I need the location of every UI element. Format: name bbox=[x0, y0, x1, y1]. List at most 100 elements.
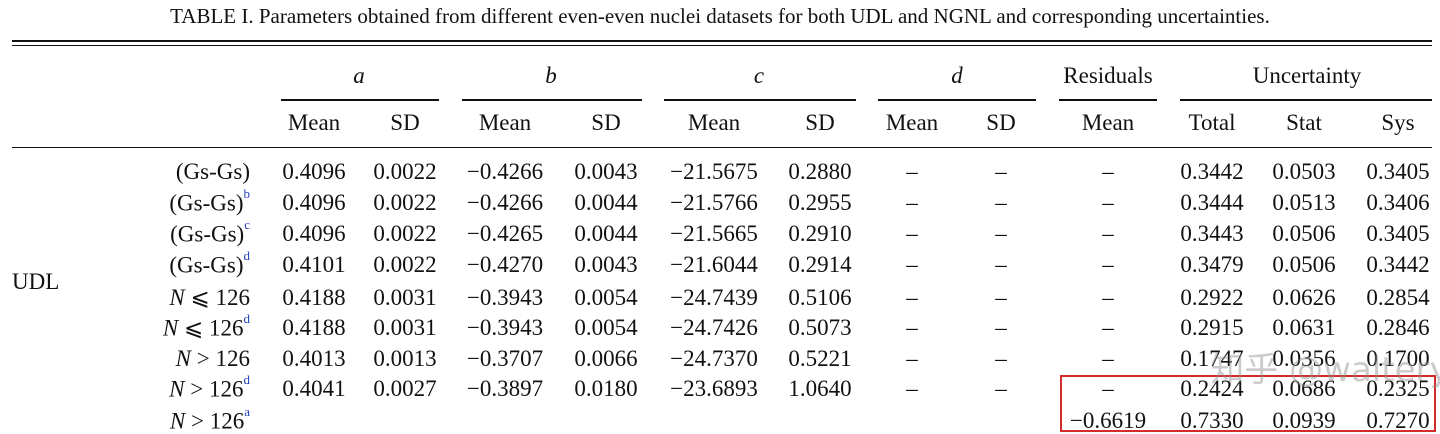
row-label: (Gs-Gs)d bbox=[169, 249, 250, 278]
table-cell: – bbox=[995, 285, 1007, 310]
table-cell: – bbox=[1102, 346, 1114, 371]
table-cell: 0.4101 bbox=[282, 252, 346, 277]
table-cell: 0.0022 bbox=[373, 221, 437, 246]
group-header: d bbox=[951, 63, 963, 88]
top-rule-2 bbox=[12, 45, 1432, 46]
table-cell: 0.1700 bbox=[1366, 346, 1430, 371]
table-cell: 0.5221 bbox=[788, 346, 852, 371]
footnote-marker: a bbox=[244, 404, 250, 419]
table-cell: – bbox=[995, 159, 1007, 184]
table-cell: −24.7370 bbox=[670, 346, 758, 371]
row-label-variable: N bbox=[162, 315, 179, 341]
table-cell: – bbox=[906, 221, 918, 246]
table-cell: 0.0022 bbox=[373, 190, 437, 215]
column-header: Mean bbox=[687, 110, 741, 135]
table-cell: 0.0013 bbox=[373, 346, 437, 371]
table-cell: 0.3442 bbox=[1366, 252, 1430, 277]
row-label: N > 126a bbox=[169, 405, 250, 434]
table-cell: 0.3479 bbox=[1180, 252, 1244, 277]
table-cell: 0.4096 bbox=[282, 221, 346, 246]
group-underline bbox=[1059, 99, 1157, 101]
row-label-text: (Gs-Gs) bbox=[175, 159, 250, 184]
table-cell: −0.3897 bbox=[466, 376, 544, 401]
column-header: Stat bbox=[1286, 110, 1322, 135]
column-header: Mean bbox=[478, 110, 532, 135]
table-cell: 0.2910 bbox=[788, 221, 852, 246]
table-cell: 0.0054 bbox=[574, 285, 638, 310]
row-label-text: > 126 bbox=[185, 408, 245, 434]
group-header: Residuals bbox=[1063, 63, 1153, 88]
column-header: Mean bbox=[885, 110, 939, 135]
table-cell: 0.0356 bbox=[1272, 346, 1336, 371]
table-cell: – bbox=[1102, 376, 1114, 401]
table-cell: – bbox=[906, 376, 918, 401]
column-header: SD bbox=[591, 110, 621, 135]
table-cell: 0.7270 bbox=[1366, 408, 1430, 433]
table-cell: 0.0031 bbox=[373, 315, 437, 340]
table-cell: 0.3406 bbox=[1366, 190, 1430, 215]
table-cell: −21.5766 bbox=[670, 190, 758, 215]
group-underline bbox=[462, 99, 642, 101]
top-rule bbox=[12, 40, 1432, 42]
table-cell: – bbox=[906, 159, 918, 184]
table-cell: 0.3444 bbox=[1180, 190, 1244, 215]
table-cell: 0.7330 bbox=[1180, 408, 1244, 433]
group-header: Uncertainty bbox=[1252, 63, 1362, 88]
row-label: (Gs-Gs) bbox=[176, 160, 250, 183]
table-cell: – bbox=[906, 190, 918, 215]
table-cell: 0.3442 bbox=[1180, 159, 1244, 184]
table-cell: 0.0027 bbox=[373, 376, 437, 401]
table-cell: 0.0939 bbox=[1272, 408, 1336, 433]
column-header: Sys bbox=[1381, 110, 1415, 135]
table-cell: – bbox=[906, 315, 918, 340]
table-cell: – bbox=[995, 221, 1007, 246]
table-cell: 0.0503 bbox=[1272, 159, 1336, 184]
table-cell: – bbox=[906, 346, 918, 371]
table-cell: 0.0066 bbox=[574, 346, 638, 371]
table-cell: 0.2846 bbox=[1366, 315, 1430, 340]
table-cell: – bbox=[995, 346, 1007, 371]
table-cell: 0.0180 bbox=[574, 376, 638, 401]
group-underline bbox=[1180, 99, 1432, 101]
row-label: (Gs-Gs)b bbox=[169, 187, 250, 215]
row-label-text: > 126 bbox=[184, 376, 244, 402]
table-cell: 0.2424 bbox=[1180, 376, 1244, 401]
row-label: N > 126d bbox=[169, 373, 250, 402]
header-rule bbox=[12, 147, 1432, 148]
group-header: a bbox=[353, 63, 365, 88]
table-cell: 0.0054 bbox=[574, 315, 638, 340]
table-cell: −21.6044 bbox=[670, 252, 758, 277]
row-label-variable: N bbox=[169, 285, 185, 310]
table-cell: 0.2325 bbox=[1366, 376, 1430, 401]
group-underline bbox=[664, 99, 856, 101]
table-cell: 0.0043 bbox=[574, 159, 638, 184]
row-label-variable: N bbox=[175, 346, 192, 371]
table-cell: 0.0506 bbox=[1272, 221, 1336, 246]
group-underline bbox=[878, 99, 1036, 101]
table-cell: 0.2915 bbox=[1180, 315, 1244, 340]
table-cell: – bbox=[1102, 285, 1114, 310]
row-label-variable: N bbox=[169, 408, 186, 434]
highlight-box bbox=[1060, 375, 1436, 432]
table-cell: −0.6619 bbox=[1069, 408, 1147, 433]
table-cell: – bbox=[906, 252, 918, 277]
row-label-text: ⩽ 126 bbox=[178, 315, 244, 341]
row-label-text: > 126 bbox=[191, 346, 250, 371]
table-cell: – bbox=[995, 376, 1007, 401]
table-cell: 0.4188 bbox=[282, 315, 346, 340]
table-cell: 0.4096 bbox=[282, 159, 346, 184]
row-label-text: ⩽ 126 bbox=[184, 285, 250, 310]
table-cell: 0.0506 bbox=[1272, 252, 1336, 277]
footnote-marker: c bbox=[244, 217, 250, 232]
table-caption: TABLE I. Parameters obtained from differ… bbox=[170, 4, 1270, 28]
table-cell: 0.2854 bbox=[1366, 285, 1430, 310]
column-header: SD bbox=[986, 110, 1016, 135]
row-label-text: (Gs-Gs) bbox=[169, 252, 244, 278]
table-cell: 0.0022 bbox=[373, 252, 437, 277]
table-cell: 0.4013 bbox=[282, 346, 346, 371]
table-cell: −24.7439 bbox=[670, 285, 758, 310]
table-cell: – bbox=[1102, 221, 1114, 246]
column-header: SD bbox=[390, 110, 420, 135]
table-cell: – bbox=[995, 190, 1007, 215]
table-cell: 0.0631 bbox=[1272, 315, 1336, 340]
